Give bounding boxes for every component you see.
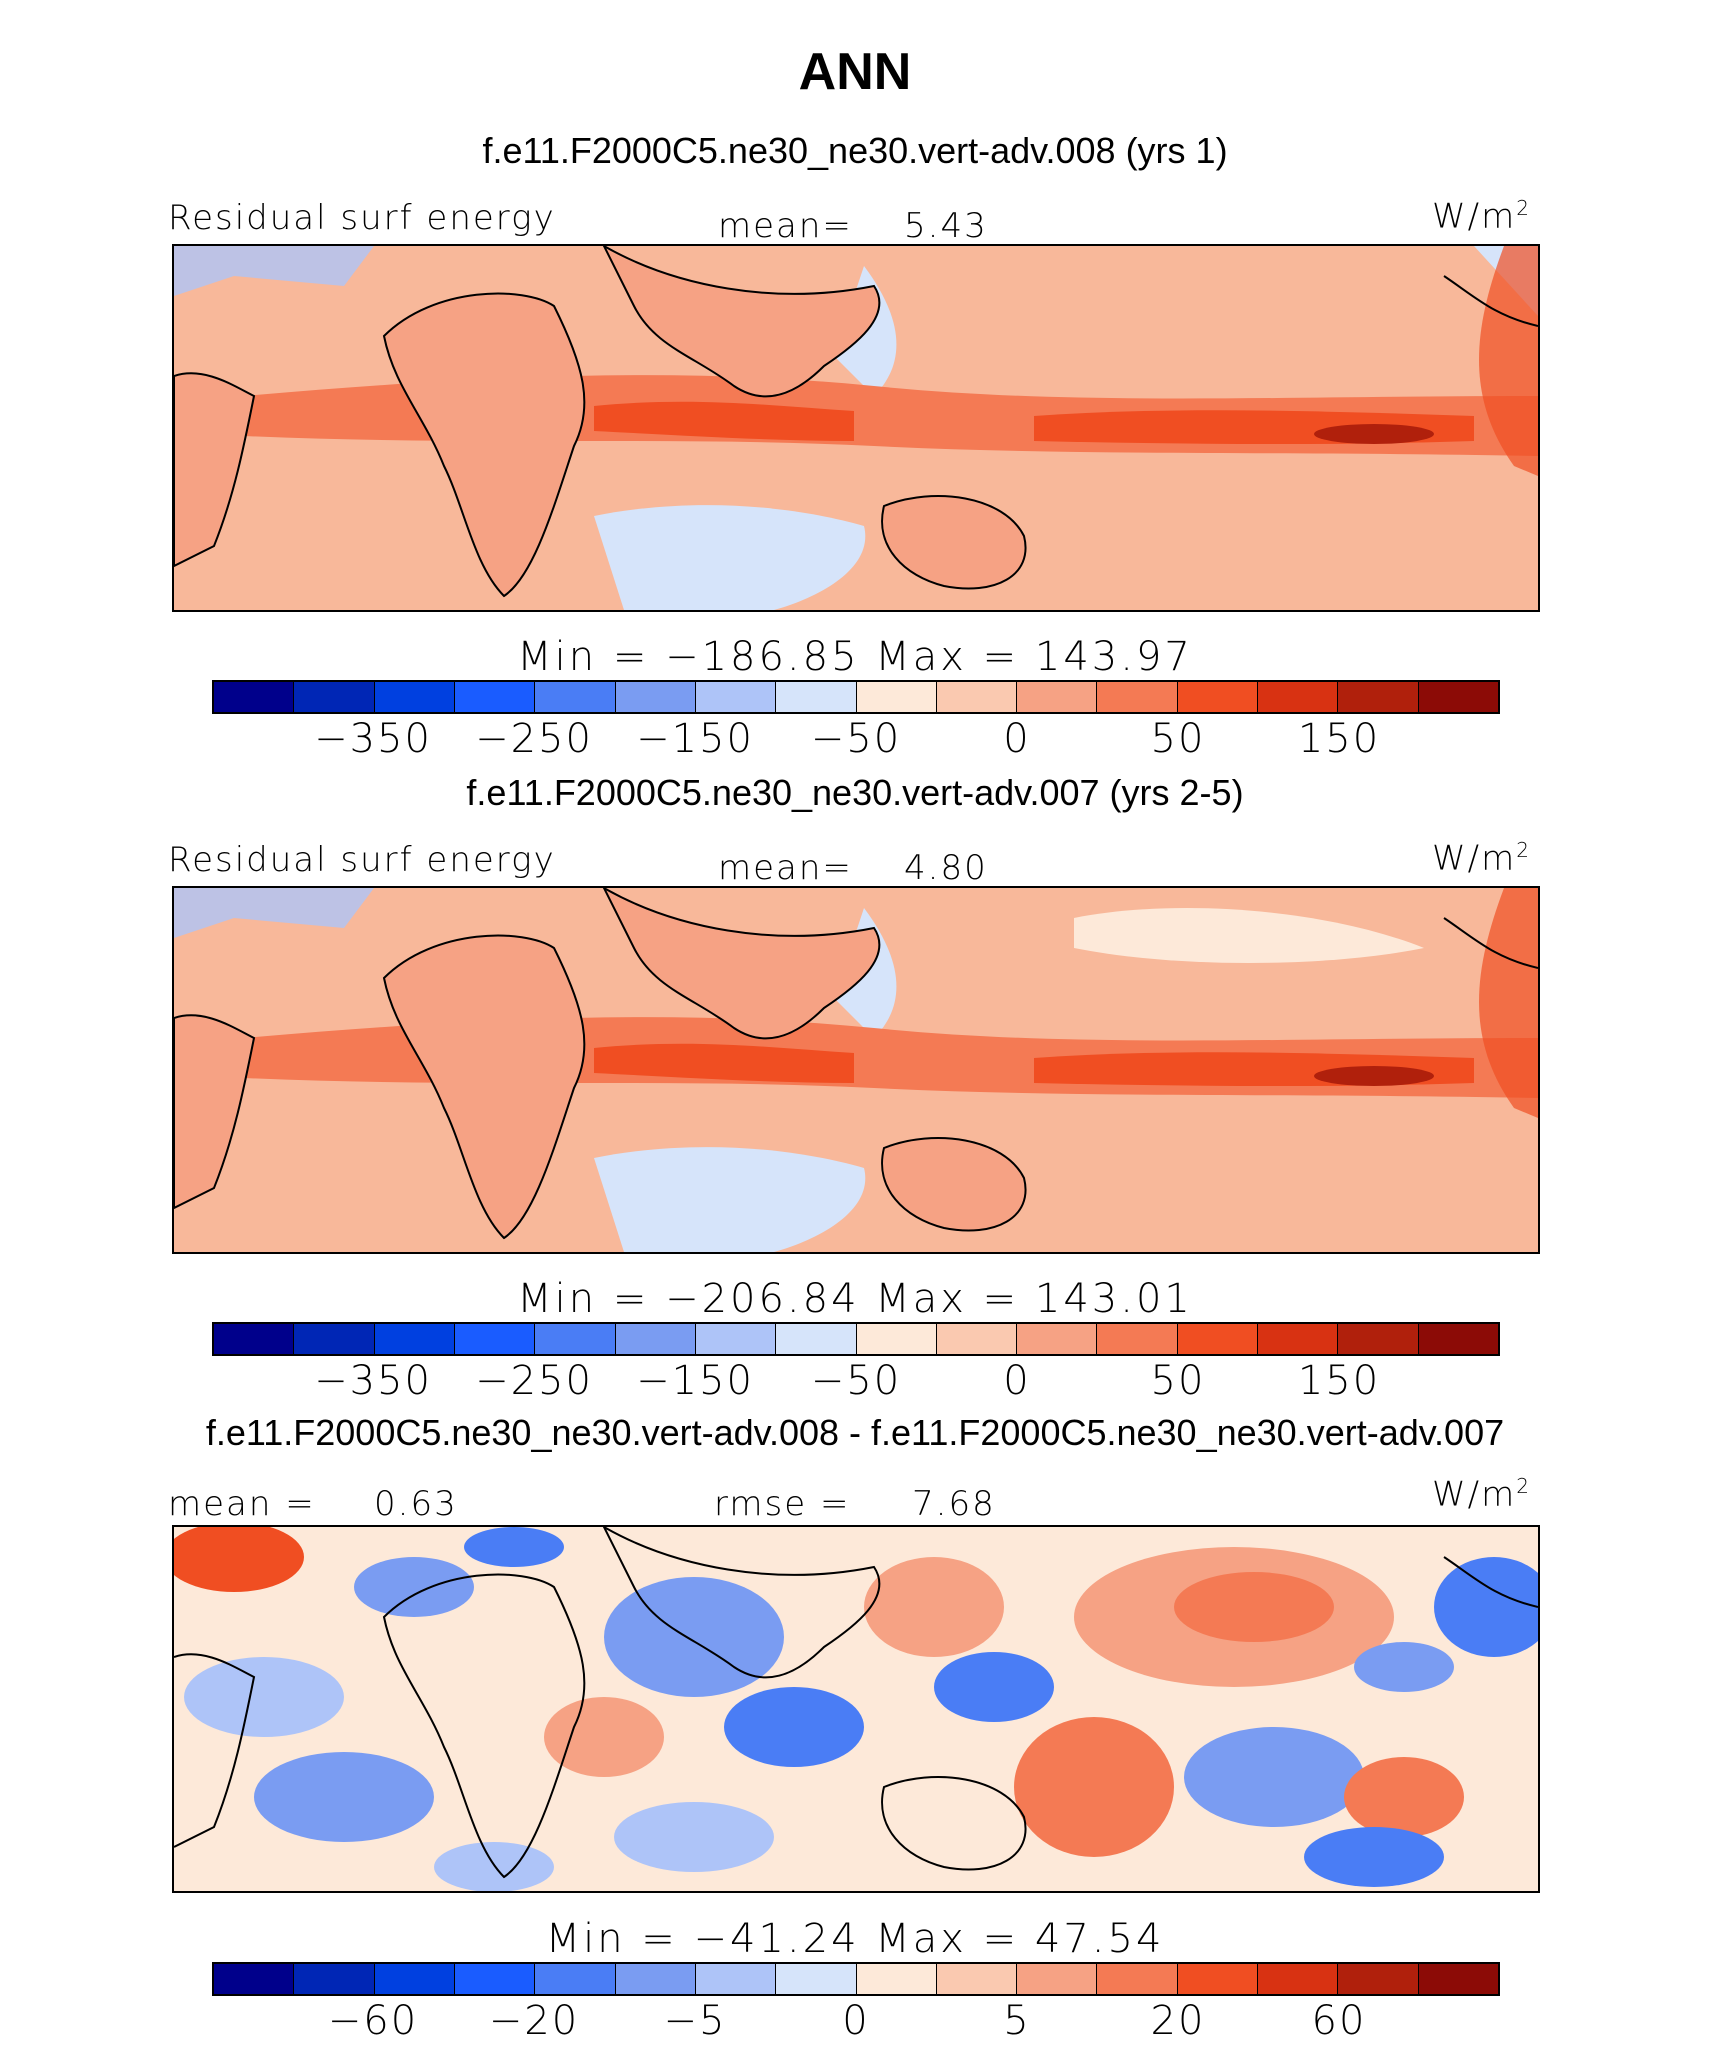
colorbar-swatch	[374, 1324, 455, 1354]
colorbar-tick-label: 50	[1150, 1358, 1206, 1404]
colorbar-swatch	[1418, 682, 1498, 712]
panel-2-mean-value: 4.80	[904, 848, 988, 888]
colorbar-swatch	[1258, 1324, 1339, 1354]
colorbar-swatch	[1418, 1964, 1498, 1994]
colorbar-tick-label: −250	[475, 716, 593, 762]
colorbar-swatch	[615, 1324, 696, 1354]
colorbar-swatch	[1418, 1324, 1498, 1354]
colorbar-tick-label: 0	[1003, 1358, 1031, 1404]
colorbar-tick-label: −60	[327, 1998, 419, 2044]
colorbar-swatch	[1097, 1964, 1178, 1994]
colorbar-tick-label: −350	[314, 716, 432, 762]
colorbar-tick-label: −250	[475, 1358, 593, 1404]
colorbar-swatch	[1177, 1964, 1259, 1994]
panel-3-colorbar	[212, 1962, 1500, 1996]
colorbar-swatch	[776, 1964, 857, 1994]
colorbar-swatch	[1177, 682, 1259, 712]
colorbar-swatch	[294, 682, 375, 712]
panel-3-title: f.e11.F2000C5.ne30_ne30.vert-adv.008 - f…	[205, 1412, 1505, 1453]
panel-1-units: W/m2	[1432, 196, 1531, 237]
colorbar-swatch	[1338, 682, 1419, 712]
colorbar-swatch	[1097, 1324, 1178, 1354]
colorbar-swatch	[1097, 682, 1178, 712]
colorbar-swatch	[695, 682, 777, 712]
panel-2-map	[172, 886, 1540, 1254]
colorbar-swatch	[856, 682, 937, 712]
colorbar-swatch	[1177, 1324, 1259, 1354]
colorbar-swatch	[776, 1324, 857, 1354]
colorbar-tick-label: 0	[842, 1998, 870, 2044]
colorbar-swatch	[454, 1324, 536, 1354]
panel-1-field-label: Residual surf energy	[168, 198, 556, 238]
colorbar-swatch	[294, 1324, 375, 1354]
colorbar-swatch	[856, 1964, 937, 1994]
panel-1-mean-value: 5.43	[904, 206, 988, 246]
colorbar-swatch	[214, 1324, 295, 1354]
colorbar-tick-label: 50	[1150, 716, 1206, 762]
colorbar-swatch	[535, 1324, 616, 1354]
colorbar-swatch	[936, 1964, 1018, 1994]
colorbar-swatch	[695, 1964, 777, 1994]
colorbar-swatch	[1017, 1964, 1098, 1994]
panel-2-field-label: Residual surf energy	[168, 840, 556, 880]
colorbar-tick-label: 150	[1297, 716, 1381, 762]
colorbar-swatch	[374, 1964, 455, 1994]
panel-3-units: W/m2	[1432, 1474, 1531, 1515]
colorbar-tick-label: 150	[1297, 1358, 1381, 1404]
colorbar-swatch	[535, 682, 616, 712]
panel-2-colorbar	[212, 1322, 1500, 1356]
panel-3-mean-value: 0.63	[374, 1484, 458, 1524]
panel-3-map	[172, 1525, 1540, 1893]
colorbar-swatch	[695, 1324, 777, 1354]
colorbar-swatch	[936, 682, 1018, 712]
colorbar-swatch	[615, 682, 696, 712]
colorbar-tick-label: 5	[1003, 1998, 1031, 2044]
colorbar-swatch	[856, 1324, 937, 1354]
panel-2-title: f.e11.F2000C5.ne30_ne30.vert-adv.007 (yr…	[466, 772, 1244, 813]
panel-2-ticks: −350 −250 −150 −50 0 50 150	[212, 1358, 1500, 1406]
colorbar-swatch	[374, 682, 455, 712]
colorbar-tick-label: −50	[810, 716, 902, 762]
colorbar-swatch	[1017, 1324, 1098, 1354]
colorbar-swatch	[1258, 682, 1339, 712]
panel-2-minmax: Min = −206.84 Max = 143.01	[517, 1276, 1193, 1322]
panel-1-mean-label: mean=	[718, 206, 853, 246]
panel-1-colorbar	[212, 680, 1500, 714]
colorbar-swatch	[454, 682, 536, 712]
panel-1-ticks: −350 −250 −150 −50 0 50 150	[212, 716, 1500, 764]
colorbar-tick-label: −5	[663, 1998, 727, 2044]
panel-3-rmse-label: rmse =	[714, 1484, 851, 1524]
colorbar-swatch	[214, 1964, 295, 1994]
colorbar-tick-label: −150	[636, 1358, 754, 1404]
colorbar-tick-label: −50	[810, 1358, 902, 1404]
main-title: ANN	[798, 43, 912, 101]
colorbar-tick-label: 60	[1311, 1998, 1367, 2044]
panel-3-mean-label: mean =	[168, 1484, 316, 1524]
colorbar-swatch	[936, 1324, 1018, 1354]
panel-2-units: W/m2	[1432, 838, 1531, 879]
colorbar-swatch	[1258, 1964, 1339, 1994]
colorbar-swatch	[1338, 1324, 1419, 1354]
panel-1-minmax: Min = −186.85 Max = 143.97	[517, 634, 1193, 680]
panel-3-rmse-value: 7.68	[912, 1484, 996, 1524]
panel-3-minmax: Min = −41.24 Max = 47.54	[545, 1916, 1165, 1962]
colorbar-swatch	[454, 1964, 536, 1994]
colorbar-swatch	[776, 682, 857, 712]
colorbar-tick-label: −20	[488, 1998, 580, 2044]
colorbar-swatch	[294, 1964, 375, 1994]
colorbar-swatch	[1338, 1964, 1419, 1994]
panel-3-ticks: −60 −20 −5 0 5 20 60	[212, 1998, 1500, 2046]
panel-1-title: f.e11.F2000C5.ne30_ne30.vert-adv.008 (yr…	[482, 130, 1228, 171]
panel-2-mean-label: mean=	[718, 848, 853, 888]
colorbar-swatch	[535, 1964, 616, 1994]
colorbar-swatch	[615, 1964, 696, 1994]
colorbar-swatch	[214, 682, 295, 712]
colorbar-tick-label: 0	[1003, 716, 1031, 762]
colorbar-tick-label: −350	[314, 1358, 432, 1404]
panel-1-map	[172, 244, 1540, 612]
colorbar-swatch	[1017, 682, 1098, 712]
colorbar-tick-label: 20	[1150, 1998, 1206, 2044]
colorbar-tick-label: −150	[636, 716, 754, 762]
